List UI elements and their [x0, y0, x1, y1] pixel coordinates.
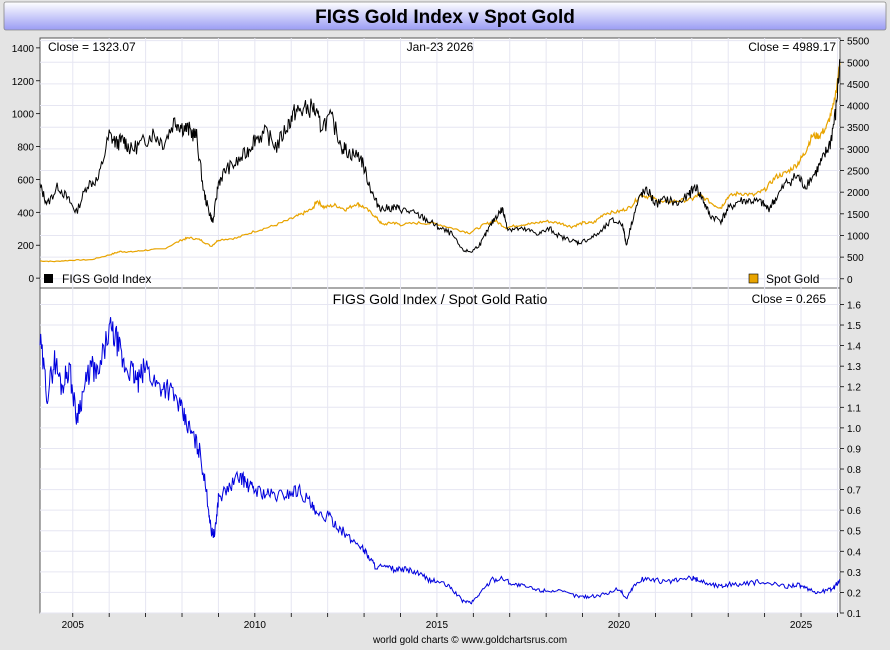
figs-close-label: Close = 1323.07: [48, 40, 136, 54]
right-y-tick-label: 4500: [847, 80, 870, 91]
ratio-y-tick-label: 0.3: [847, 568, 861, 579]
left-y-tick-label: 1200: [12, 77, 35, 88]
ratio-y-tick-label: 1.5: [847, 321, 861, 332]
x-tick-label: 2005: [62, 620, 85, 631]
left-y-tick-label: 400: [17, 208, 34, 219]
left-y-tick-label: 800: [17, 143, 34, 154]
ratio-title: FIGS Gold Index / Spot Gold Ratio: [333, 291, 548, 307]
ratio-y-tick-label: 1.0: [847, 424, 861, 435]
chart-canvas: FIGS Gold Index v Spot Gold 2005 2010 2015…: [0, 0, 890, 650]
ratio-close-label: Close = 0.265: [752, 292, 827, 306]
ratio-y-tick-label: 1.6: [847, 300, 861, 311]
x-tick-label: 2015: [426, 620, 449, 631]
right-y-tick-label: 1500: [847, 210, 870, 221]
bottom-panel-background: [40, 288, 840, 613]
legend-gold-label: Spot Gold: [766, 272, 819, 286]
right-y-tick-label: 1000: [847, 231, 870, 242]
ratio-y-tick-label: 0.6: [847, 506, 861, 517]
x-tick-label: 2010: [244, 620, 267, 631]
ratio-y-tick-label: 1.1: [847, 403, 861, 414]
chart-title: FIGS Gold Index v Spot Gold: [315, 7, 575, 28]
right-y-tick-label: 2500: [847, 167, 870, 178]
right-y-tick-label: 0: [847, 275, 853, 286]
ratio-y-tick-label: 0.7: [847, 486, 861, 497]
ratio-y-tick-label: 1.2: [847, 383, 861, 394]
ratio-y-tick-label: 0.5: [847, 527, 861, 538]
legend-gold-swatch: [749, 274, 758, 283]
left-y-tick-label: 1400: [12, 44, 35, 55]
ratio-y-tick-label: 1.3: [847, 362, 861, 373]
right-y-tick-label: 4000: [847, 102, 870, 113]
gold-close-label: Close = 4989.17: [748, 40, 836, 54]
ratio-y-tick-label: 0.2: [847, 588, 861, 599]
x-tick-label: 2025: [790, 620, 813, 631]
right-y-tick-label: 3500: [847, 123, 870, 134]
ratio-y-tick-label: 0.4: [847, 547, 861, 558]
x-tick-label: 2020: [608, 620, 631, 631]
ratio-y-tick-label: 0.8: [847, 465, 861, 476]
left-y-tick-label: 600: [17, 175, 34, 186]
right-y-tick-label: 5500: [847, 37, 870, 48]
legend-figs-label: FIGS Gold Index: [62, 272, 151, 286]
ratio-y-tick-label: 0.9: [847, 444, 861, 455]
ratio-y-tick-label: 0.1: [847, 609, 861, 620]
ratio-y-tick-label: 1.4: [847, 342, 861, 353]
date-label: Jan-23 2026: [407, 40, 474, 54]
right-y-tick-label: 3000: [847, 145, 870, 156]
footer-credit: world gold charts © www.goldchartsrus.co…: [372, 635, 567, 646]
left-y-tick-label: 0: [28, 274, 34, 285]
chart-frame: FIGS Gold Index v Spot Gold 2005 2010 2015…: [0, 0, 890, 650]
left-y-tick-label: 200: [17, 241, 34, 252]
legend-figs-swatch: [44, 274, 53, 283]
left-y-tick-label: 1000: [12, 110, 35, 121]
right-y-tick-label: 500: [847, 253, 864, 264]
right-y-tick-label: 5000: [847, 58, 870, 69]
right-y-tick-label: 2000: [847, 188, 870, 199]
top-panel-background: [40, 38, 840, 288]
